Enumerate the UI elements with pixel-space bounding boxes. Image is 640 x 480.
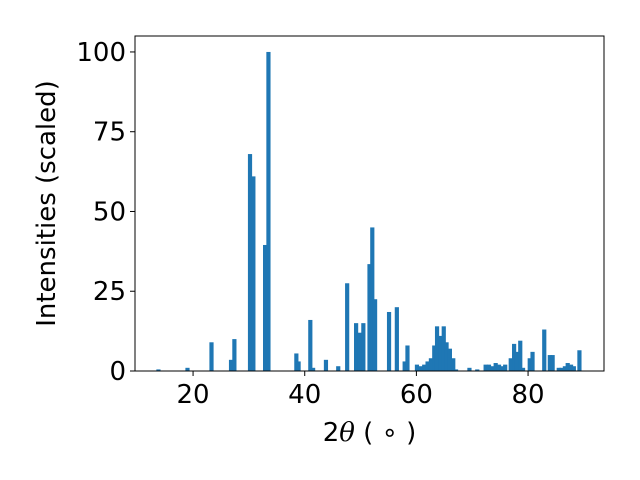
bar bbox=[425, 361, 430, 371]
bar bbox=[483, 364, 488, 371]
bar bbox=[266, 51, 271, 371]
bar bbox=[441, 326, 446, 371]
y-axis-label: Intensities (scaled) bbox=[32, 80, 62, 327]
bar bbox=[394, 307, 399, 371]
bar bbox=[209, 342, 214, 371]
plot-frame bbox=[134, 35, 605, 372]
bar bbox=[414, 364, 420, 371]
bar bbox=[514, 351, 519, 371]
bar bbox=[451, 358, 456, 371]
x-tick-label: 40 bbox=[288, 380, 321, 410]
x-tick-label: 80 bbox=[512, 380, 545, 410]
bar bbox=[434, 326, 440, 371]
x-axis-label-suffix: ( ∘ ) bbox=[355, 418, 416, 448]
bar bbox=[428, 358, 434, 371]
bar bbox=[357, 332, 362, 371]
bar bbox=[418, 366, 423, 371]
x-tick-label: 20 bbox=[177, 380, 210, 410]
bar bbox=[367, 264, 372, 371]
y-tick-label: 75 bbox=[93, 118, 126, 148]
bar bbox=[247, 154, 253, 371]
bar bbox=[296, 361, 301, 371]
x-axis-label-prefix: 2 bbox=[323, 418, 340, 448]
y-ticks: 0 25 50 75 100 bbox=[76, 38, 135, 387]
bar bbox=[372, 299, 378, 371]
bar bbox=[520, 367, 526, 371]
bar bbox=[386, 311, 392, 371]
bar bbox=[562, 366, 568, 371]
bar bbox=[508, 358, 513, 371]
bar bbox=[370, 227, 375, 371]
bar bbox=[568, 364, 574, 371]
bar bbox=[263, 244, 268, 371]
bar bbox=[486, 364, 492, 371]
bar bbox=[518, 340, 523, 371]
bars-group bbox=[156, 51, 582, 371]
bar bbox=[530, 351, 535, 371]
bar bbox=[156, 369, 161, 371]
bar bbox=[577, 350, 582, 371]
bar bbox=[345, 283, 350, 371]
bar bbox=[499, 366, 504, 371]
x-axis-label-symbol: θ bbox=[339, 418, 355, 448]
bar bbox=[547, 355, 552, 371]
bar bbox=[228, 359, 234, 371]
y-tick-label: 100 bbox=[76, 38, 126, 68]
bar bbox=[308, 319, 313, 371]
bar bbox=[438, 335, 443, 371]
bar bbox=[336, 366, 341, 371]
x-ticks: 20 40 60 80 bbox=[177, 371, 545, 410]
bar bbox=[550, 355, 555, 371]
bar bbox=[467, 367, 472, 371]
bar bbox=[490, 366, 495, 371]
bar bbox=[422, 364, 427, 371]
bar bbox=[311, 367, 316, 371]
bar bbox=[402, 361, 407, 371]
bar bbox=[496, 364, 502, 371]
bar bbox=[405, 345, 410, 371]
bar bbox=[323, 359, 329, 371]
bar bbox=[432, 345, 437, 371]
bar bbox=[354, 323, 359, 371]
bar bbox=[251, 176, 256, 371]
bar bbox=[185, 367, 190, 371]
y-tick-label: 0 bbox=[109, 357, 126, 387]
bar bbox=[475, 369, 480, 371]
x-axis-label: 2θ ( ∘ ) bbox=[323, 418, 417, 448]
bar bbox=[361, 323, 366, 371]
y-tick-label: 25 bbox=[93, 277, 126, 307]
bar bbox=[493, 363, 498, 371]
bar bbox=[542, 329, 547, 371]
bar bbox=[556, 367, 561, 371]
y-tick-label: 50 bbox=[93, 197, 126, 227]
bar bbox=[512, 343, 517, 371]
bar bbox=[503, 364, 508, 371]
bar bbox=[447, 348, 452, 371]
bar bbox=[559, 367, 564, 371]
bar bbox=[571, 366, 576, 371]
bar bbox=[444, 342, 449, 371]
bar bbox=[565, 363, 570, 371]
x-tick-label: 60 bbox=[400, 380, 433, 410]
bar bbox=[453, 369, 459, 371]
bar bbox=[527, 358, 532, 371]
bar bbox=[232, 339, 237, 371]
bar bbox=[294, 353, 299, 371]
